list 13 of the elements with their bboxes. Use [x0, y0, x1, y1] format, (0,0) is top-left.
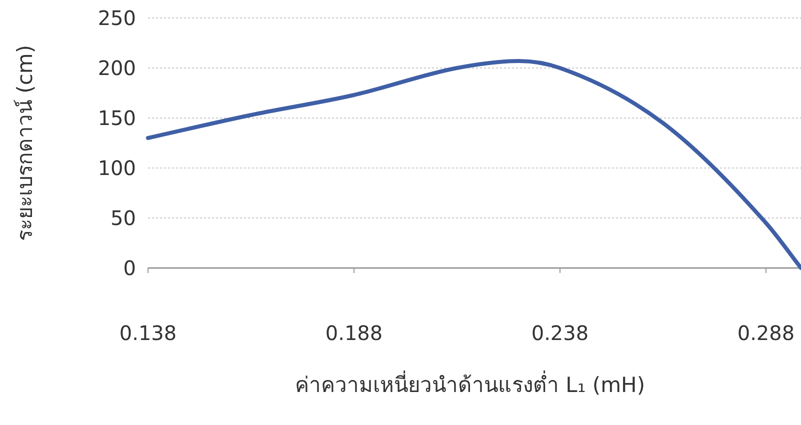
- y-tick-label: 250: [98, 6, 136, 30]
- y-tick-label: 0: [123, 256, 136, 280]
- x-tick-label: 0.238: [531, 321, 589, 345]
- y-tick-label: 50: [110, 206, 136, 230]
- x-tick-label: 0.188: [325, 321, 383, 345]
- x-axis-title: ค่าความเหนี่ยวนำด้านแรงต่ำ L₁ (mH): [294, 370, 646, 397]
- line-series: [146, 59, 801, 270]
- x-tick-label: 0.288: [737, 321, 795, 345]
- y-axis-title: ระยะเบรกดาวน์ (cm): [13, 44, 37, 242]
- y-tick-label: 200: [98, 56, 136, 80]
- y-tick-label: 100: [98, 156, 136, 180]
- x-tick-label: 0.138: [119, 321, 177, 345]
- y-tick-label: 150: [98, 106, 136, 130]
